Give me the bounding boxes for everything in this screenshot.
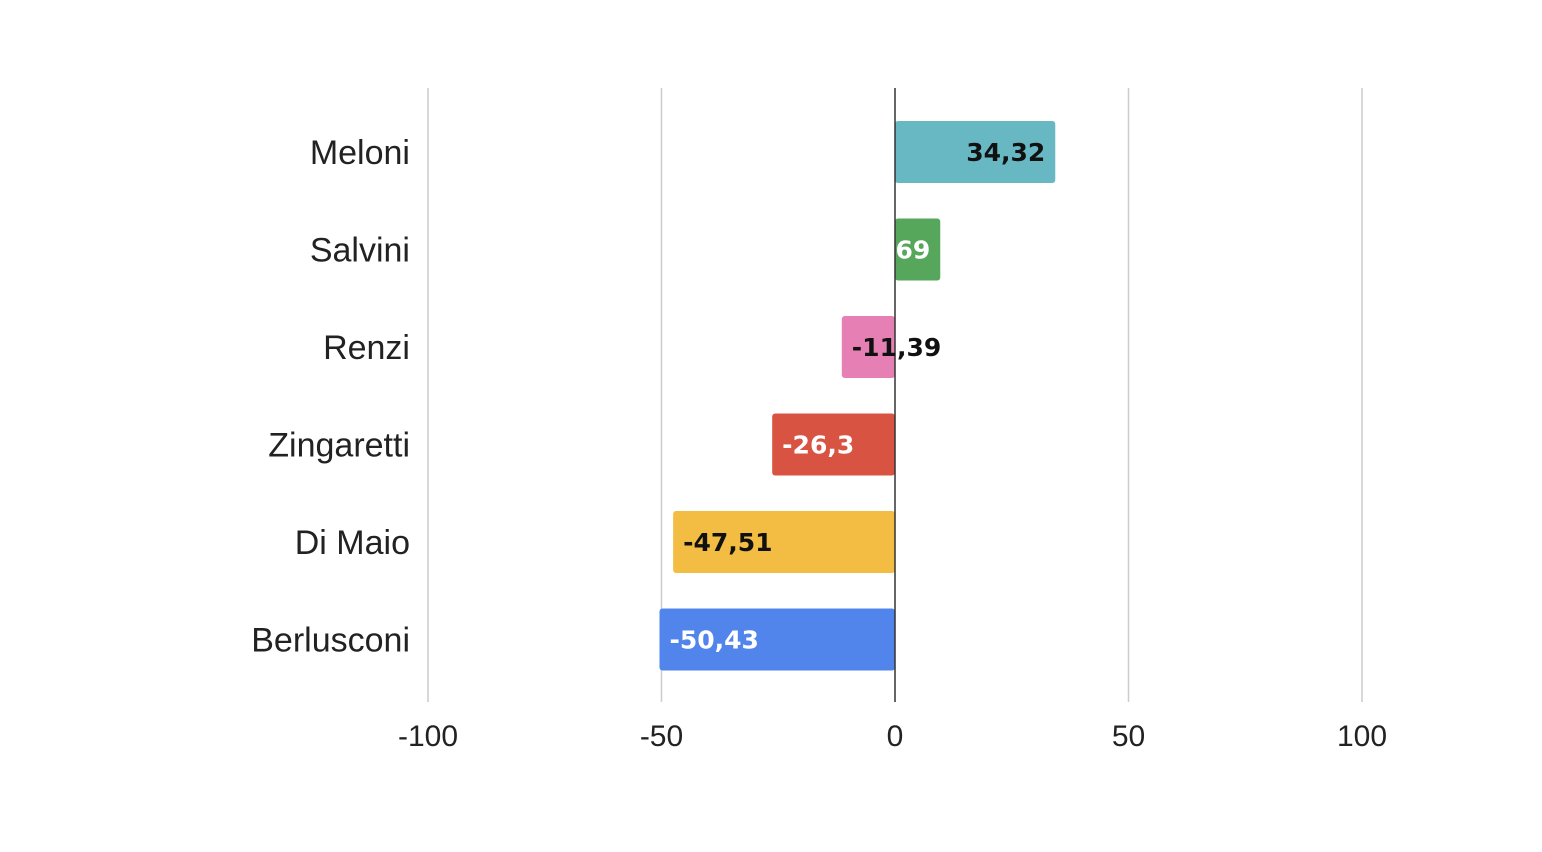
x-tick-label: -100 (398, 720, 458, 753)
data-label: -47,51 (683, 528, 772, 557)
data-label: 9,69 (869, 236, 931, 265)
bar-meloni (895, 121, 1056, 183)
data-label: 34,32 (966, 138, 1045, 167)
data-label: -50,43 (669, 626, 758, 655)
data-labels: 34,32 9,69 -11,39 -26,3 -47,51 -50,43 (669, 138, 1045, 655)
category-labels: Meloni Salvini Renzi Zingaretti Di Maio Berlu… (251, 134, 410, 660)
x-tick-label: 100 (1337, 720, 1387, 753)
bar-salvini (895, 218, 941, 281)
x-tick-label: 0 (887, 720, 904, 753)
category-label: Salvini (310, 232, 410, 270)
x-axis-ticks: -100 -50 0 50 100 (398, 720, 1387, 753)
bars (659, 121, 1056, 671)
category-label: Renzi (323, 329, 410, 367)
bar-berlusconi (659, 608, 895, 671)
bar-zingaretti (772, 413, 895, 476)
bar-renzi (841, 316, 895, 378)
x-tick-label: 50 (1112, 720, 1145, 753)
x-tick-label: -50 (640, 720, 683, 753)
bar-di-maio (673, 511, 895, 573)
category-label: Zingaretti (268, 427, 410, 465)
data-label: -26,3 (782, 431, 854, 460)
gridlines (427, 88, 1363, 702)
category-label: Di Maio (295, 524, 410, 562)
category-label: Berlusconi (251, 622, 410, 660)
data-label: -11,39 (852, 333, 941, 362)
category-label: Meloni (310, 134, 410, 172)
